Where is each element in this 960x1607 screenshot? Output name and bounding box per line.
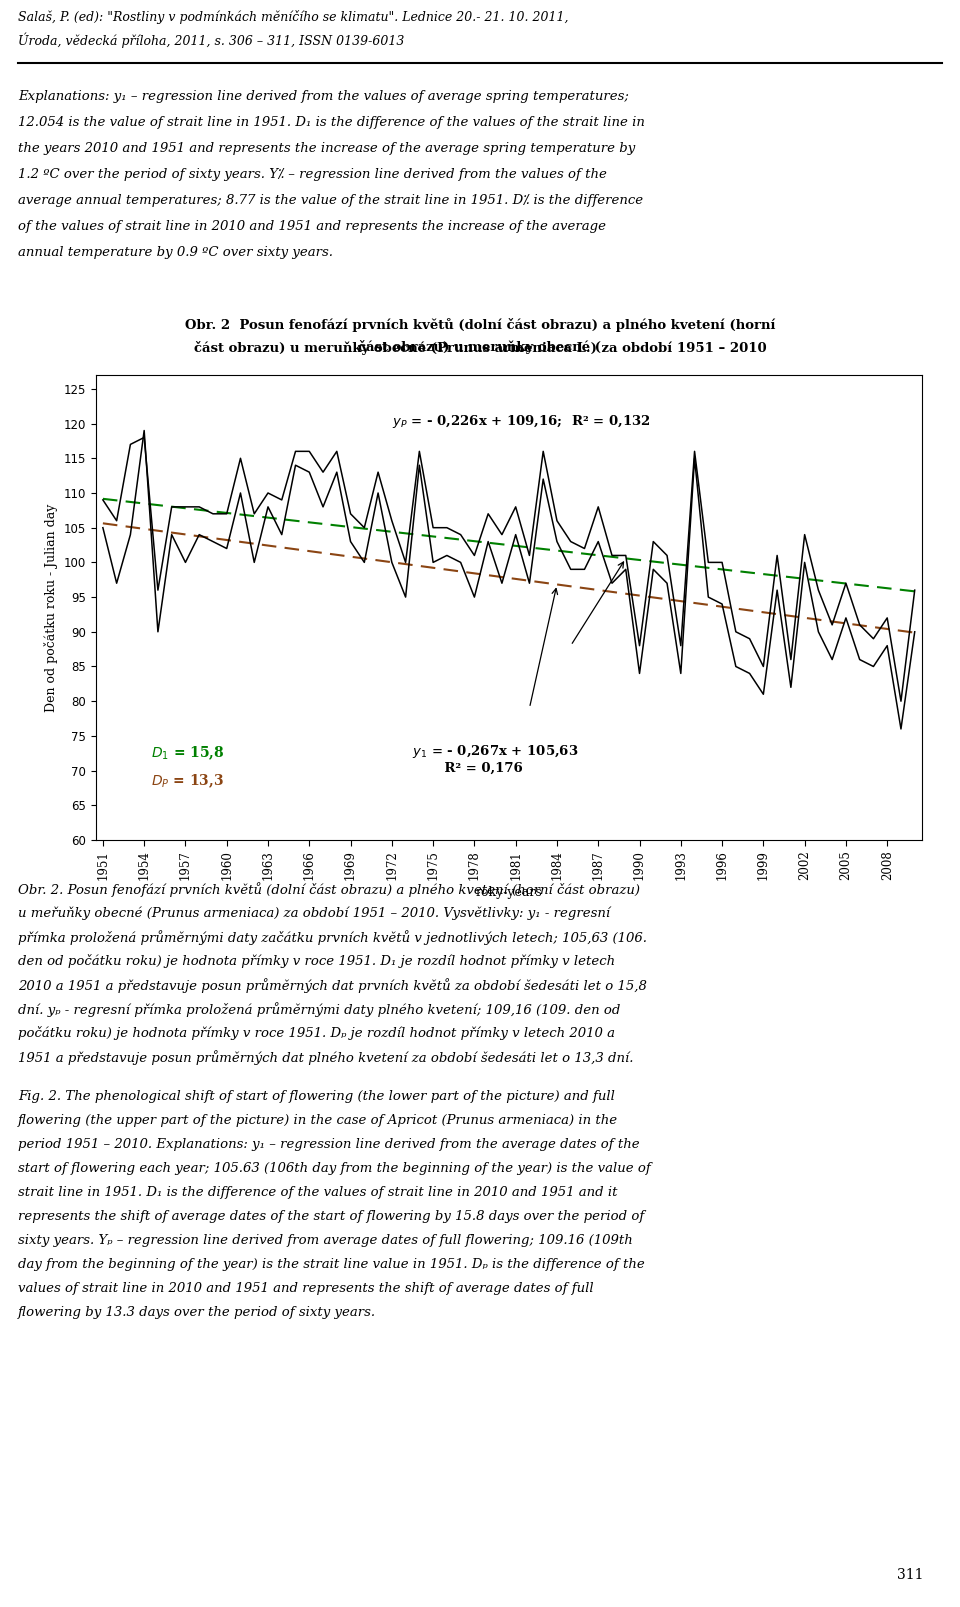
Text: 1951 a představuje posun průměrných dat plného kvetení za období šedesáti let o : 1951 a představuje posun průměrných dat … [18, 1049, 634, 1065]
Text: represents the shift of average dates of the start of flowering by 15.8 days ove: represents the shift of average dates of… [18, 1210, 644, 1223]
Text: část obrazu) u meruňky obecné (: část obrazu) u meruňky obecné ( [358, 341, 602, 354]
X-axis label: roky-years: roky-years [475, 885, 542, 898]
Text: Obr. 2. Posun fenofází prvních květů (dolní část obrazu) a plného kvetení (horní: Obr. 2. Posun fenofází prvních květů (do… [18, 882, 640, 897]
Text: dní. yₚ - regresní přímka proložená průměrnými daty plného kvetení; 109,16 (109.: dní. yₚ - regresní přímka proložená prům… [18, 1003, 620, 1017]
Text: strait line in 1951. D₁ is the difference of the values of strait line in 2010 a: strait line in 1951. D₁ is the differenc… [18, 1186, 617, 1199]
Text: start of flowering each year; 105.63 (106th day from the beginning of the year) : start of flowering each year; 105.63 (10… [18, 1162, 651, 1175]
Text: Salaš, P. (ed): "Rostliny v podmínkách měníčího se klimatu". Lednice 20.- 21. 10: Salaš, P. (ed): "Rostliny v podmínkách m… [18, 10, 568, 24]
Text: annual temperature by 0.9 ºC over sixty years.: annual temperature by 0.9 ºC over sixty … [18, 246, 333, 259]
Text: day from the beginning of the year) is the strait line value in 1951. Dₚ is the : day from the beginning of the year) is t… [18, 1258, 645, 1271]
Text: část obrazu) u meruňky obecné (Prunus armeniaca L.) za období 1951 – 2010: část obrazu) u meruňky obecné (Prunus ar… [194, 341, 766, 355]
Y-axis label: Den od počátku roku - Julian day: Den od počátku roku - Julian day [44, 503, 59, 712]
Text: of the values of strait line in 2010 and 1951 and represents the increase of the: of the values of strait line in 2010 and… [18, 220, 606, 233]
Text: Fig. 2. The phenological shift of start of flowering (the lower part of the pict: Fig. 2. The phenological shift of start … [18, 1090, 614, 1102]
Text: values of strait line in 2010 and 1951 and represents the shift of average dates: values of strait line in 2010 and 1951 a… [18, 1282, 593, 1295]
Text: u meřuňky obecné (Prunus armeniaca) za období 1951 – 2010. Vysvětlivky: y₁ - reg: u meřuňky obecné (Prunus armeniaca) za o… [18, 906, 611, 919]
Text: the years 2010 and 1951 and represents the increase of the average spring temper: the years 2010 and 1951 and represents t… [18, 141, 636, 154]
Text: 2010 a 1951 a představuje posun průměrných dat prvních květů za období šedesáti : 2010 a 1951 a představuje posun průměrný… [18, 979, 647, 993]
Text: sixty years. Yₚ – regression line derived from average dates of full flowering; : sixty years. Yₚ – regression line derive… [18, 1234, 633, 1247]
Text: $D_1$ = 15,8: $D_1$ = 15,8 [151, 744, 225, 762]
Text: den od počátku roku) je hodnota přímky v roce 1951. D₁ je rozdíl hodnot přímky v: den od počátku roku) je hodnota přímky v… [18, 955, 615, 967]
Text: počátku roku) je hodnota přímky v roce 1951. Dₚ je rozdíl hodnot přímky v letech: počátku roku) je hodnota přímky v roce 1… [18, 1025, 615, 1040]
Text: average annual temperatures; 8.77 is the value of the strait line in 1951. D⁒ is: average annual temperatures; 8.77 is the… [18, 194, 643, 207]
Text: Úroda, vědecká příloha, 2011, s. 306 – 311, ISSN 0139-6013: Úroda, vědecká příloha, 2011, s. 306 – 3… [18, 34, 404, 48]
Text: 311: 311 [898, 1568, 924, 1581]
Text: flowering (the upper part of the picture) in the case of Apricot (Prunus armenia: flowering (the upper part of the picture… [18, 1114, 618, 1127]
Text: 12.054 is the value of strait line in 1951. D₁ is the difference of the values o: 12.054 is the value of strait line in 19… [18, 116, 645, 129]
Text: $y_P$ = - 0,226x + 109,16;  R² = 0,132: $y_P$ = - 0,226x + 109,16; R² = 0,132 [392, 413, 650, 431]
Text: flowering by 13.3 days over the period of sixty years.: flowering by 13.3 days over the period o… [18, 1306, 376, 1319]
Text: Obr. 2  Posun fenofází prvních květů (dolní část obrazu) a plného kvetení (horní: Obr. 2 Posun fenofází prvních květů (dol… [184, 318, 776, 333]
Text: 1.2 ºC over the period of sixty years. Y⁒ – regression line derived from the val: 1.2 ºC over the period of sixty years. Y… [18, 169, 607, 182]
Text: Explanations: y₁ – regression line derived from the values of average spring tem: Explanations: y₁ – regression line deriv… [18, 90, 629, 103]
Text: period 1951 – 2010. Explanations: y₁ – regression line derived from the average : period 1951 – 2010. Explanations: y₁ – r… [18, 1138, 639, 1151]
Text: $D_P$ = 13,3: $D_P$ = 13,3 [151, 773, 224, 789]
Text: přímka proložená průměrnými daty začátku prvních květů v jednotlivých letech; 10: přímka proložená průměrnými daty začátku… [18, 930, 647, 945]
Text: $y_1$ = - 0,267x + 105,63
       R² = 0,176: $y_1$ = - 0,267x + 105,63 R² = 0,176 [413, 742, 579, 775]
